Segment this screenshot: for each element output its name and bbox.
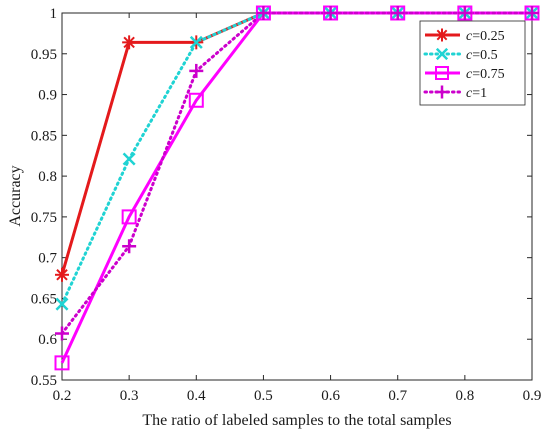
legend-var: c bbox=[466, 29, 473, 44]
legend-marker-c-0-5 bbox=[435, 47, 449, 61]
data-point-c-0-5 bbox=[189, 35, 203, 49]
y-tick-label: 0.65 bbox=[31, 291, 57, 307]
data-point-c-0-75 bbox=[188, 92, 204, 108]
y-tick-label: 0.7 bbox=[38, 251, 57, 267]
legend-var: c bbox=[466, 67, 473, 82]
data-point-c-0-25 bbox=[55, 267, 69, 282]
series-markers bbox=[54, 5, 540, 371]
data-point-c-1 bbox=[55, 326, 69, 341]
x-tick-label: 0.2 bbox=[53, 388, 72, 404]
legend-var: c bbox=[466, 86, 473, 101]
legend-value: =0.5 bbox=[472, 48, 497, 63]
y-tick-label: 0.8 bbox=[38, 169, 57, 185]
data-point-c-1 bbox=[323, 6, 338, 20]
series-lines bbox=[60, 11, 534, 364]
data-point-c-1 bbox=[189, 63, 204, 78]
legend-marker-c-0-25 bbox=[435, 28, 449, 42]
x-tick-label: 0.6 bbox=[321, 388, 340, 404]
y-tick-label: 1 bbox=[50, 6, 58, 22]
data-point-c-0-25 bbox=[122, 35, 137, 50]
data-point-c-1 bbox=[390, 6, 405, 20]
legend-var: c bbox=[466, 48, 473, 63]
data-point-c-0-75 bbox=[121, 209, 137, 225]
x-tick-label: 0.5 bbox=[254, 388, 273, 404]
x-tick-label: 0.8 bbox=[455, 388, 474, 404]
legend-value: =1 bbox=[472, 86, 487, 101]
data-point-c-1 bbox=[525, 6, 539, 20]
x-tick-label: 0.4 bbox=[187, 388, 206, 404]
y-tick-label: 0.55 bbox=[31, 373, 57, 389]
legend-value: =0.75 bbox=[472, 67, 504, 82]
x-axis-title: The ratio of labeled samples to the tota… bbox=[142, 412, 451, 429]
legend-value: =0.25 bbox=[472, 29, 504, 44]
y-tick-label: 0.85 bbox=[31, 128, 57, 144]
y-tick-label: 0.75 bbox=[31, 210, 57, 226]
data-point-c-0-5 bbox=[55, 297, 69, 311]
legend-label-c-0-25: c=0.25 bbox=[466, 29, 505, 44]
y-tick-label: 0.95 bbox=[31, 47, 57, 63]
x-tick-label: 0.3 bbox=[120, 388, 139, 404]
series-line-c-1 bbox=[60, 11, 534, 335]
legend-label-c-0-5: c=0.5 bbox=[466, 48, 498, 63]
data-point-c-1 bbox=[122, 239, 137, 254]
y-tick-label: 0.6 bbox=[38, 332, 57, 348]
y-axis: 0.55 0.6 0.65 0.7 0.75 0.8 0.85 0.9 0.95 1 bbox=[31, 6, 532, 389]
y-axis-title: Accuracy bbox=[7, 165, 24, 226]
x-tick-label: 0.9 bbox=[523, 388, 542, 404]
data-point-c-0-5 bbox=[122, 152, 136, 166]
data-point-c-0-75 bbox=[54, 355, 70, 371]
legend: c=0.25c=0.5c=0.75c=1 bbox=[419, 20, 526, 106]
legend-marker-c-0-75 bbox=[435, 66, 449, 80]
y-tick-label: 0.9 bbox=[38, 88, 57, 104]
legend-label-c-1: c=1 bbox=[466, 86, 487, 101]
data-point-c-1 bbox=[256, 6, 271, 20]
x-tick-label: 0.7 bbox=[388, 388, 407, 404]
legend-marker-c-1 bbox=[435, 85, 449, 99]
data-point-c-1 bbox=[457, 6, 472, 20]
x-axis: 0.2 0.3 0.4 0.5 0.6 0.7 0.8 0.9 bbox=[53, 13, 542, 404]
legend-label-c-0-75: c=0.75 bbox=[466, 67, 505, 82]
